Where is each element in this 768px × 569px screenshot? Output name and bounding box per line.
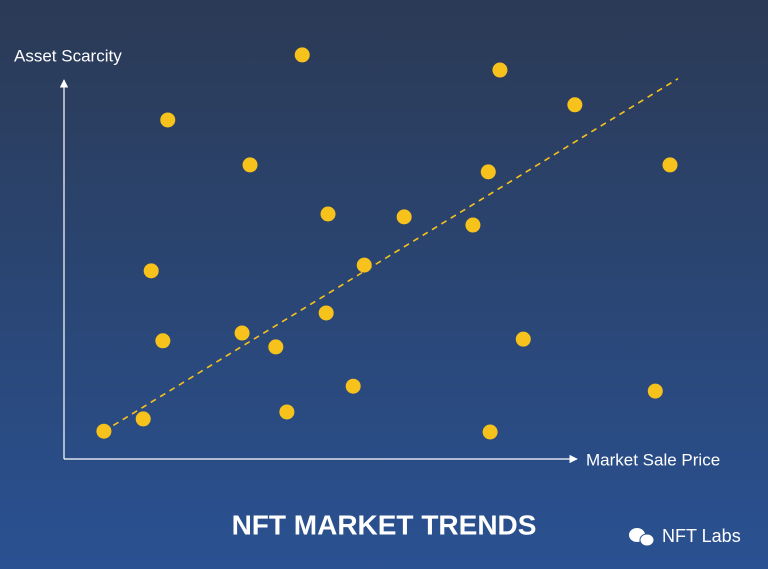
scatter-point (135, 411, 151, 427)
scatter-point (647, 383, 663, 399)
scatter-point (242, 157, 258, 173)
scatter-point (268, 339, 284, 355)
y-axis-label: Asset Scarcity (14, 46, 122, 65)
scatter-point (515, 331, 531, 347)
watermark-icon (629, 528, 655, 547)
scatter-point (567, 97, 583, 113)
scatter-point (96, 423, 112, 439)
scatter-point (492, 62, 508, 78)
watermark: NFT Labs (662, 526, 741, 546)
scatter-point (482, 424, 498, 440)
scatter-point (155, 333, 171, 349)
scatter-point (480, 164, 496, 180)
scatter-point (320, 206, 336, 222)
scatter-point (234, 325, 250, 341)
x-axis-label: Market Sale Price (586, 450, 720, 469)
scatter-point (294, 47, 310, 63)
scatter-point (396, 209, 412, 225)
scatter-point (345, 378, 361, 394)
trend-line (103, 77, 679, 432)
scatter-point (279, 404, 295, 420)
chart-title: NFT MARKET TRENDS (232, 509, 537, 540)
scatter-point (318, 305, 334, 321)
scatter-point (356, 257, 372, 273)
scatter-point (465, 217, 481, 233)
scatter-point (160, 112, 176, 128)
scatter-point (662, 157, 678, 173)
scatter-point (143, 263, 159, 279)
